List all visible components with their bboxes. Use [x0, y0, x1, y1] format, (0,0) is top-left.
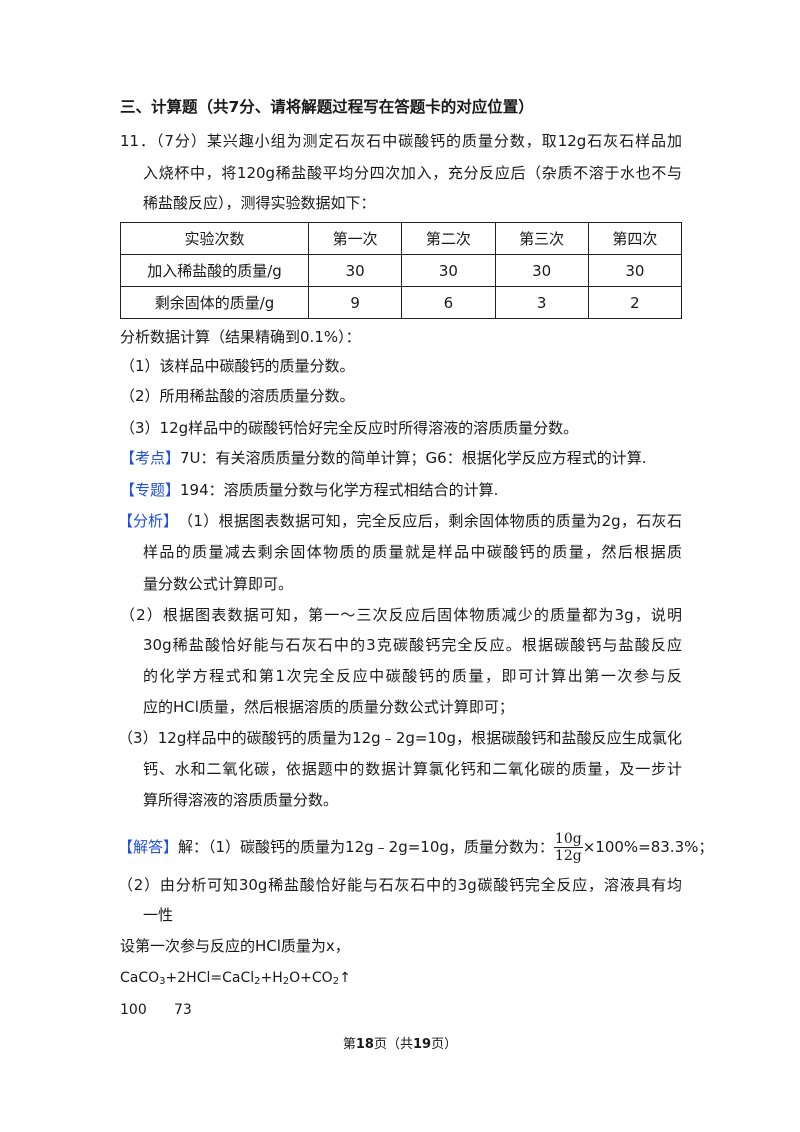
page-number: 18 [355, 1037, 374, 1052]
eq-part: CaCO [120, 970, 160, 986]
kaodian-tag: 【考点】 [120, 449, 181, 467]
table-cell: 30 [494, 254, 589, 287]
fenxi-tag: 【分析】 [118, 512, 179, 530]
fraction-denominator: 12g [554, 847, 582, 864]
zhuanti-text: 194：溶质质量分数与化学方程式相结合的计算. [180, 481, 499, 499]
fenxi-line: 30g稀盐酸恰好能与石灰石中的3克碳酸钙完全反应。根据碳酸钙与盐酸反应 [143, 636, 682, 654]
zhuanti-tag: 【专题】 [120, 481, 181, 499]
footer-text: 页） [431, 1037, 458, 1052]
fenxi-line: （2）根据图表数据可知，第一～三次反应后固体物质减少的质量都为3g，说明 [120, 606, 682, 624]
question-line: 11．（7分）某兴趣小组为测定石灰石中碳酸钙的质量分数，取12g石灰石样品加 [120, 132, 682, 150]
fraction: 10g 12g [553, 830, 583, 864]
table-header: 第四次 [587, 222, 683, 255]
fenxi-line: 算所得溶液的溶质质量分数。 [143, 791, 339, 809]
table-row: 加入稀盐酸的质量/g 30 30 30 30 [120, 254, 683, 287]
jieda-line: 【解答】 解：（1）碳酸钙的质量为12g﹣2g=10g，质量分数为： 10g 12g… [118, 827, 713, 867]
sub-question: （1）该样品中碳酸钙的质量分数。 [120, 357, 355, 375]
jieda-text: 解：（1）碳酸钙的质量为12g﹣2g=10g，质量分数为： [178, 838, 554, 856]
eq-subscript: 2 [282, 976, 290, 987]
kaodian-text: 7U：有关溶质质量分数的简单计算；G6：根据化学反应方程式的计算. [180, 449, 647, 467]
zhuanti-line: 【专题】194：溶质质量分数与化学方程式相结合的计算. [120, 480, 498, 500]
eq-subscript: 2 [332, 976, 340, 987]
table-header: 实验次数 [120, 222, 309, 255]
eq-subscript: 2 [254, 976, 261, 987]
total-pages: 19 [413, 1037, 432, 1052]
jieda-tag: 【解答】 [118, 838, 179, 856]
jieda-line: 一性 [143, 906, 174, 924]
table-header: 第一次 [307, 222, 403, 255]
table-cell: 30 [401, 254, 496, 287]
question-line: 入烧杯中，将120g稀盐酸平均分四次加入，充分反应后（杂质不溶于水也不与 [143, 164, 682, 182]
table-cell: 加入稀盐酸的质量/g [120, 254, 309, 287]
fenxi-line: （3）12g样品中的碳酸钙的质量为12g﹣2g=10g，根据碳酸钙和盐酸反应生成… [118, 729, 682, 747]
table-cell: 剩余固体的质量/g [120, 286, 309, 319]
question-line: 稀盐酸反应），测得实验数据如下： [143, 194, 376, 212]
fraction-numerator: 10g [553, 830, 583, 848]
fenxi-line: 样品的质量减去剩余固体物质的质量就是样品中碳酸钙的质量，然后根据质 [143, 543, 682, 561]
eq-part: O+CO [289, 970, 333, 986]
section-heading: 三、计算题（共7分、请将解题过程写在答题卡的对应位置） [120, 98, 534, 116]
kaodian-line: 【考点】7U：有关溶质质量分数的简单计算；G6：根据化学反应方程式的计算. [120, 448, 646, 468]
table-row: 剩余固体的质量/g 9 6 3 2 [120, 286, 683, 319]
chemical-equation: CaCO3+2HCl=CaCl2+H2O+CO2↑ [120, 968, 351, 992]
page-footer: 第18页（共19页） [0, 1033, 800, 1052]
table-cell: 9 [307, 286, 403, 319]
jieda-result: ×100%=83.3%； [582, 838, 714, 856]
data-table: 实验次数 第一次 第二次 第三次 第四次 加入稀盐酸的质量/g 30 30 30… [120, 222, 683, 319]
eq-part: +H [260, 970, 283, 986]
sub-question: （2）所用稀盐酸的溶质质量分数。 [120, 387, 355, 405]
eq-part: +2HCl=CaCl [165, 970, 255, 986]
fenxi-line: 的化学方程式和第1次完全反应中碳酸钙的质量，即可计算出第一次参与反 [143, 667, 682, 685]
jieda-line: （2）由分析可知30g稀盐酸恰好能与石灰石中的3g碳酸钙完全反应，溶液具有均 [118, 876, 682, 894]
table-cell: 30 [307, 254, 403, 287]
molar-mass: 73 [174, 1002, 192, 1018]
jieda-line: 设第一次参与反应的HCl质量为x， [120, 937, 350, 955]
up-arrow-icon: ↑ [339, 970, 351, 986]
fenxi-line: 应的HCl质量，然后根据溶质的质量分数公式计算即可； [143, 698, 514, 716]
fenxi-line: 钙、水和二氧化碳，依据题中的数据计算氯化钙和二氧化碳的质量，及一步计 [143, 760, 682, 778]
analysis-prompt: 分析数据计算（结果精确到0.1%）： [120, 328, 361, 346]
fenxi-line: 量分数公式计算即可。 [143, 575, 294, 593]
eq-subscript: 3 [159, 976, 166, 987]
footer-text: 页（共 [373, 1037, 413, 1052]
table-cell: 30 [587, 254, 683, 287]
table-cell: 2 [587, 286, 683, 319]
fenxi-line: 【分析】 （1）根据图表数据可知，完全反应后，剩余固体物质的质量为2g，石灰石 [118, 511, 682, 531]
fenxi-text: （1）根据图表数据可知，完全反应后，剩余固体物质的质量为2g，石灰石 [178, 512, 682, 530]
sub-question: （3）12g样品中的碳酸钙恰好完全反应时所得溶液的溶质质量分数。 [120, 419, 579, 437]
footer-text: 第 [342, 1037, 356, 1052]
table-header-row: 实验次数 第一次 第二次 第三次 第四次 [120, 222, 683, 255]
table-header: 第二次 [401, 222, 496, 255]
table-header: 第三次 [494, 222, 589, 255]
table-cell: 3 [494, 286, 589, 319]
table-cell: 6 [401, 286, 496, 319]
molar-mass: 100 [120, 1002, 147, 1018]
